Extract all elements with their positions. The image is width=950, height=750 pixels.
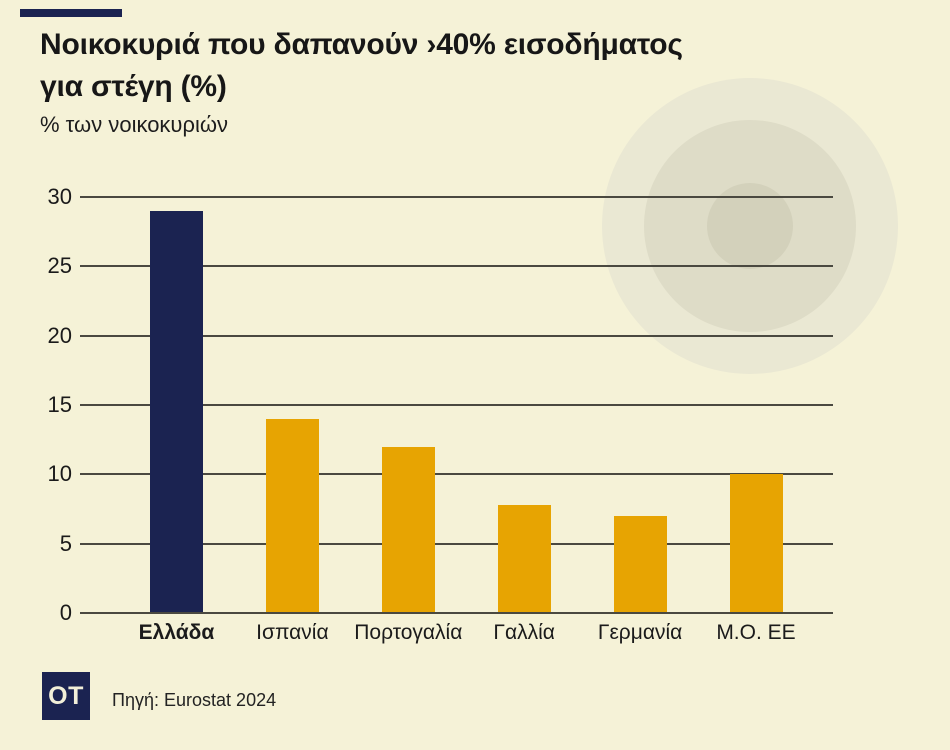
bar-Μ.Ο. ΕΕ — [729, 474, 783, 612]
bar-Γαλλία — [497, 504, 551, 612]
y-axis-tick-label: 0 — [59, 600, 72, 625]
gridline-15 — [80, 404, 833, 406]
gridline-0 — [80, 612, 833, 614]
ot-logo: OT — [42, 672, 90, 720]
x-axis-label: Γερμανία — [597, 621, 683, 644]
bar-Ισπανία — [265, 418, 319, 612]
source-text: Πηγή: Eurostat 2024 — [112, 690, 277, 710]
y-axis-tick-label: 30 — [47, 184, 72, 209]
bar-Πορτογαλία — [381, 446, 435, 612]
chart-title-line2: για στέγη (%) — [40, 70, 227, 103]
y-axis-tick-label: 25 — [47, 253, 72, 279]
x-axis-label: Πορτογαλία — [354, 621, 463, 644]
chart-title: Νοικοκυριά που δαπανούν ›40% εισοδήματος… — [40, 24, 910, 108]
title-accent-bar — [20, 9, 122, 17]
gridline-20 — [80, 334, 833, 337]
y-axis-tick-label: 15 — [47, 392, 72, 417]
gridline-10 — [80, 473, 833, 476]
bar-Γερμανία — [613, 515, 667, 612]
y-axis-tick-label: 20 — [47, 322, 72, 348]
y-axis-tick-label: 5 — [59, 530, 72, 556]
bar-Ελλάδα — [150, 210, 203, 612]
gridline-30 — [80, 196, 833, 198]
gridline-5 — [80, 542, 833, 545]
chart-subtitle: % των νοικοκυριών — [40, 112, 229, 137]
x-axis-label: Ισπανία — [256, 621, 329, 644]
x-axis-label: Γαλλία — [493, 621, 555, 644]
gridline-25 — [80, 265, 833, 268]
y-axis-tick-label: 10 — [47, 461, 72, 487]
x-axis-label: Ελλάδα — [138, 621, 215, 644]
chart-title-line1: Νοικοκυριά που δαπανούν ›40% εισοδήματος — [40, 28, 683, 61]
x-axis-label: Μ.Ο. ΕΕ — [716, 621, 796, 644]
